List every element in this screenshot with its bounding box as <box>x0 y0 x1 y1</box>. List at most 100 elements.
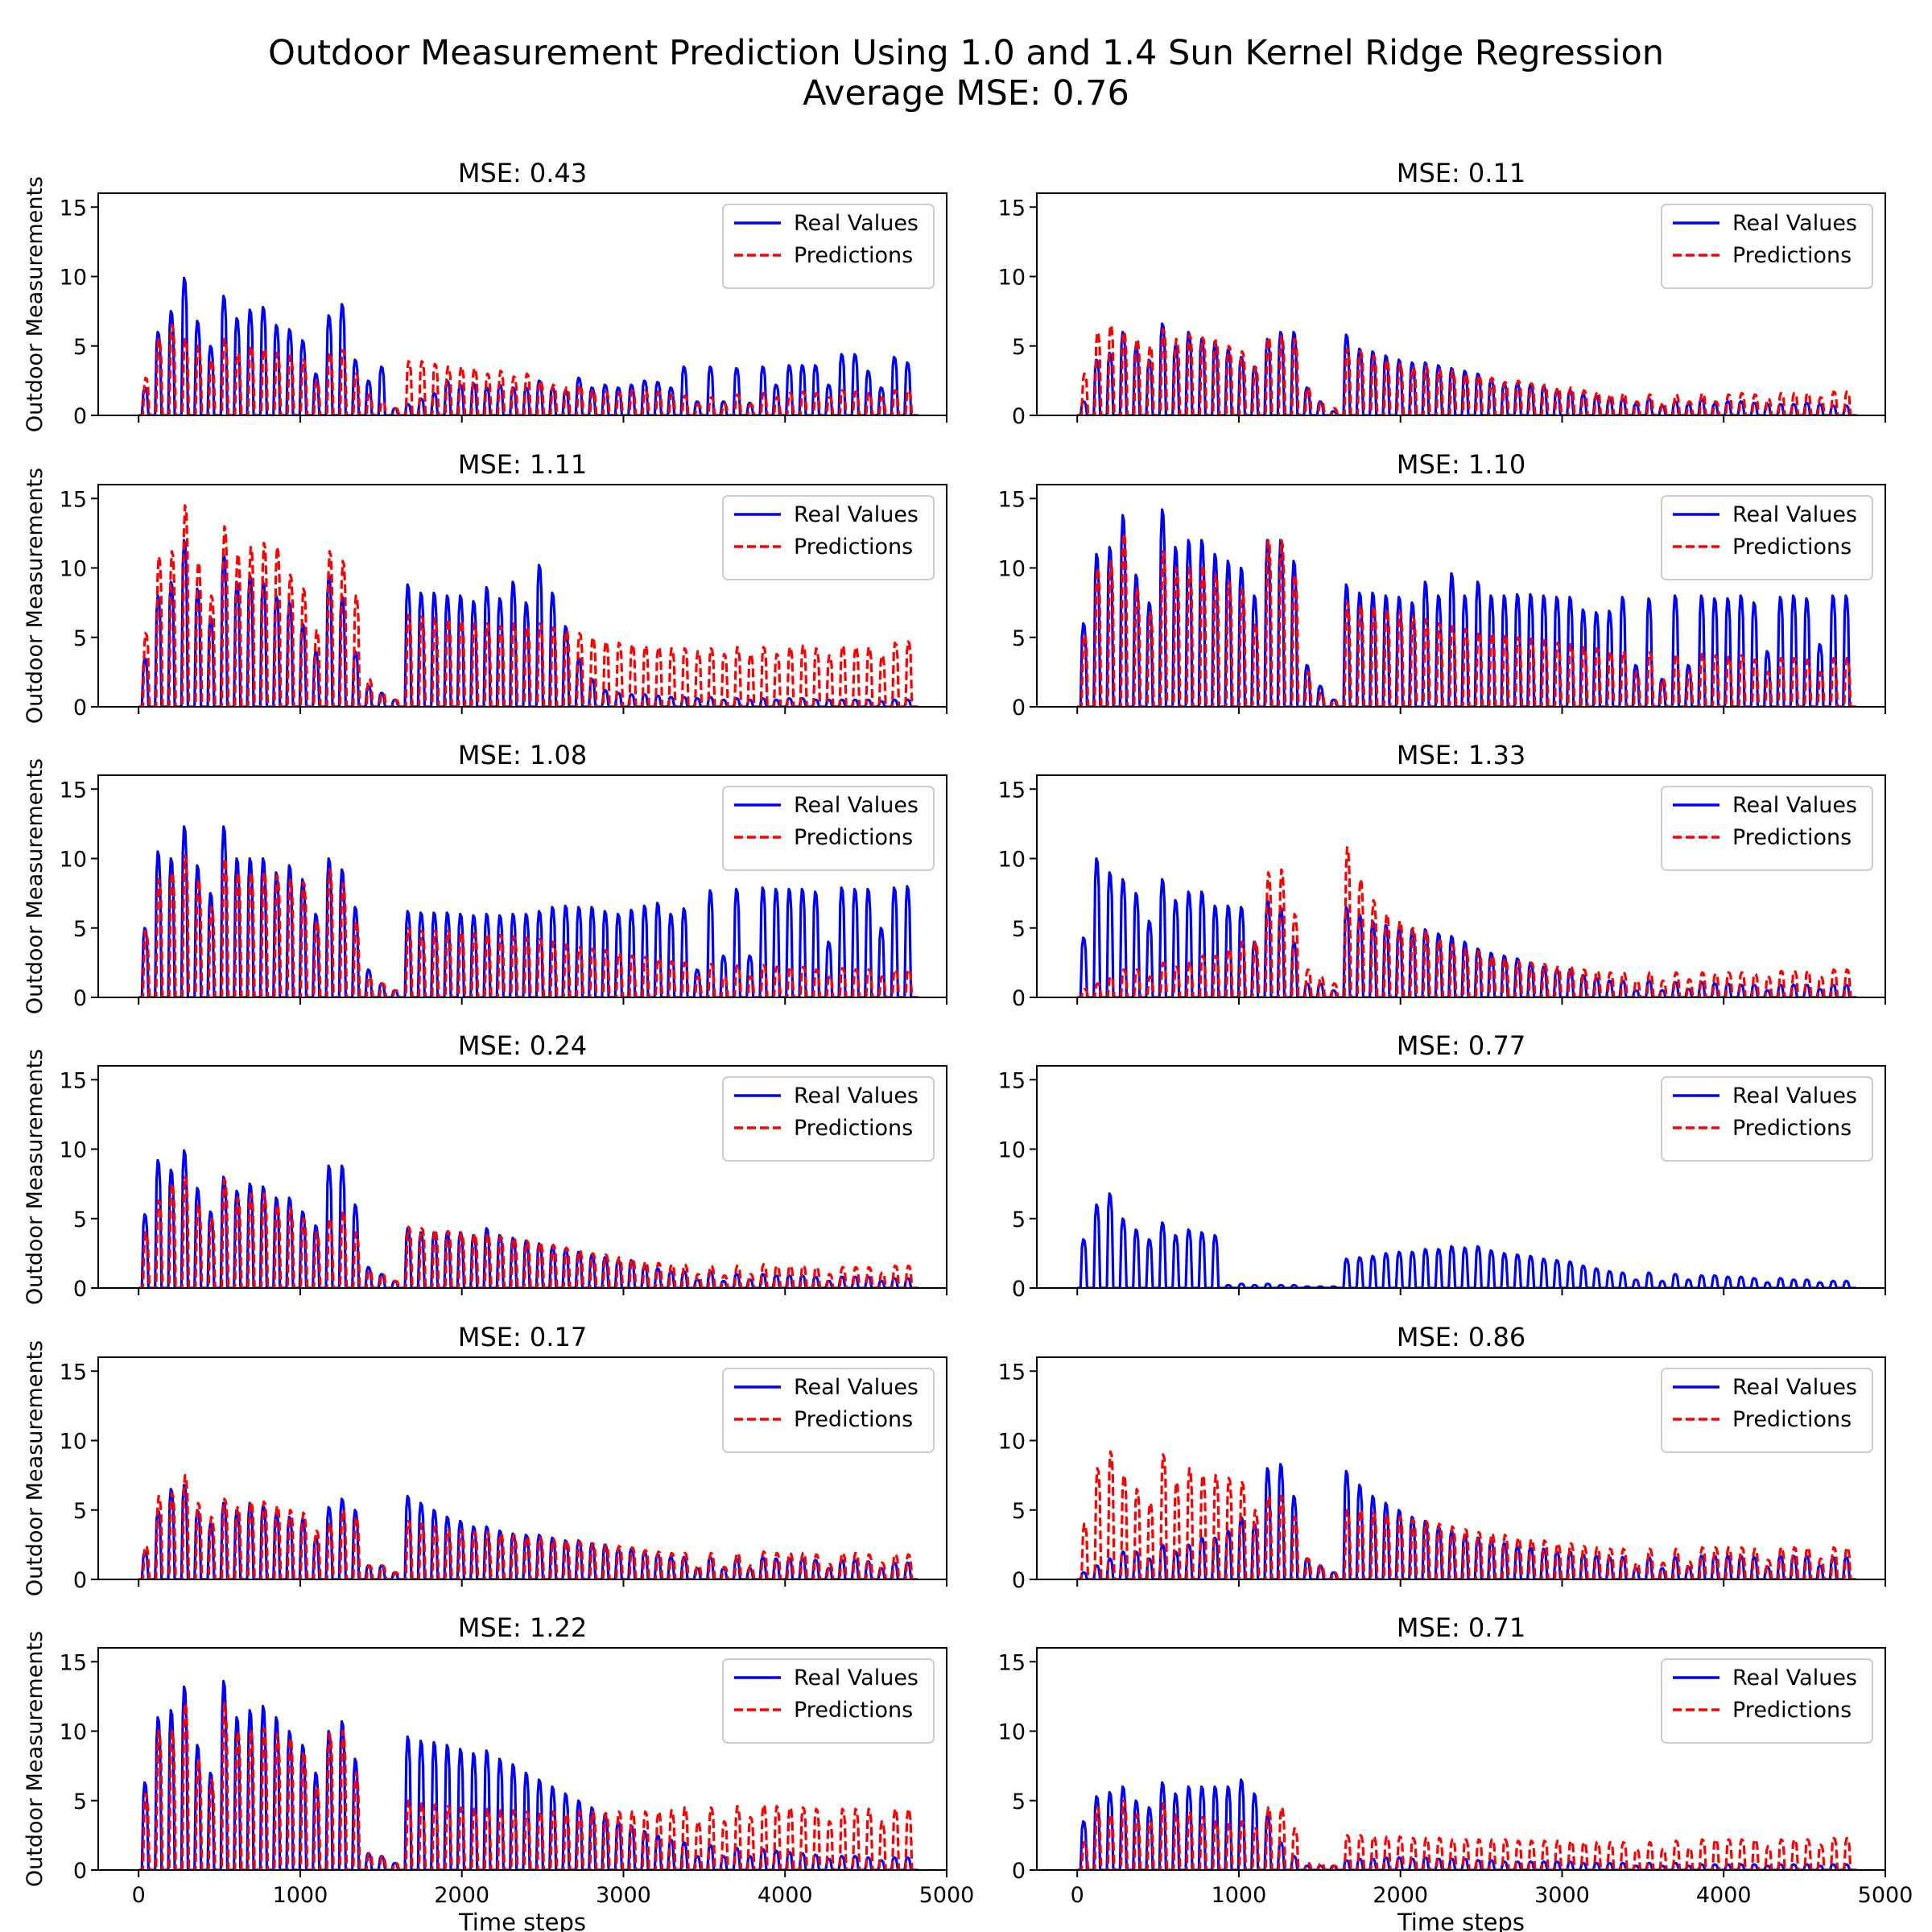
legend-entry-predictions: Predictions <box>794 1116 913 1141</box>
y-tick-label: 10 <box>998 1138 1026 1163</box>
legend: Real Values Predictions <box>1661 1368 1873 1453</box>
y-tick-label: 15 <box>60 1068 87 1093</box>
legend-box <box>722 495 935 580</box>
subplot-10: 0 5 10 15 MSE: 0.86 Real Values Predictions <box>998 1322 1886 1593</box>
y-tick-label: 0 <box>1012 1568 1026 1593</box>
series-line-predictions <box>138 854 919 997</box>
legend-entry-real-values: Real Values <box>1732 1375 1857 1400</box>
subplot-title: MSE: 0.77 <box>1397 1030 1525 1061</box>
legend-entry-predictions: Predictions <box>1732 825 1852 850</box>
legend-entry-predictions: Predictions <box>794 535 913 559</box>
y-tick-label: 5 <box>1012 1790 1026 1814</box>
legend: Real Values Predictions <box>722 1368 935 1453</box>
subplot-12: 0 5 10 15 0 1000 2000 3000 4000 5000 MSE: 0.71 Time… <box>998 1612 1913 1932</box>
subplot-4: 0 5 10 15 MSE: 1.10 Real Values Predictions <box>998 449 1886 720</box>
y-tick-label: 0 <box>1012 1277 1026 1302</box>
y-tick-label: 5 <box>1012 1208 1026 1232</box>
axes-frame <box>1036 774 1886 998</box>
y-tick-label: 5 <box>73 1208 87 1232</box>
y-tick-label: 0 <box>73 1859 87 1884</box>
axes-frame <box>97 192 947 416</box>
x-tick-label: 0 <box>1071 1883 1084 1908</box>
y-tick-label: 15 <box>998 778 1026 803</box>
y-tick-label: 5 <box>73 626 87 651</box>
x-tick-label: 3000 <box>1534 1883 1590 1908</box>
legend: Real Values Predictions <box>722 1076 935 1162</box>
subplot-title: MSE: 1.11 <box>458 449 587 480</box>
axes-frame <box>1036 1647 1886 1871</box>
axes-frame <box>97 1647 947 1871</box>
y-tick-label: 10 <box>60 848 87 873</box>
y-axis-label: Outdoor Measurements <box>23 1340 47 1596</box>
x-axis-label: Time steps <box>458 1909 586 1932</box>
legend-entry-real-values: Real Values <box>794 1375 919 1400</box>
axes-frame <box>1036 1356 1886 1580</box>
series-line-predictions <box>1077 324 1858 415</box>
legend-box <box>722 1658 935 1744</box>
x-tick-label: 1000 <box>273 1883 328 1908</box>
y-tick-label: 15 <box>60 487 87 512</box>
legend-entry-real-values: Real Values <box>1732 1666 1857 1690</box>
legend-box <box>1661 1368 1873 1453</box>
subplot-8: 0 5 10 15 MSE: 0.77 Real Values Predictions <box>998 1030 1886 1302</box>
y-tick-label: 15 <box>998 1068 1026 1093</box>
series-line-predictions <box>138 324 919 415</box>
legend-entry-predictions: Predictions <box>1732 535 1852 559</box>
legend-entry-real-values: Real Values <box>1732 211 1857 236</box>
y-tick-label: 0 <box>73 1277 87 1302</box>
x-tick-label: 4000 <box>1696 1883 1752 1908</box>
legend-box <box>1661 1658 1873 1744</box>
y-tick-label: 15 <box>998 196 1026 221</box>
y-tick-label: 15 <box>60 1360 87 1385</box>
y-tick-label: 15 <box>60 778 87 803</box>
y-tick-label: 10 <box>60 1138 87 1163</box>
y-tick-label: 5 <box>73 1790 87 1814</box>
y-tick-label: 0 <box>1012 986 1026 1011</box>
legend-box <box>722 1076 935 1162</box>
y-tick-label: 10 <box>60 1720 87 1745</box>
y-tick-label: 5 <box>73 335 87 360</box>
subplot-3: 0 5 10 15 MSE: 1.11 Outdoor Measurements Real … <box>23 449 947 724</box>
legend-box <box>1661 1076 1873 1162</box>
legend-entry-predictions: Predictions <box>1732 1407 1852 1432</box>
legend-entry-real-values: Real Values <box>1732 502 1857 527</box>
figure-title: Outdoor Measurement Prediction Using 1.0… <box>268 33 1664 73</box>
legend-entry-real-values: Real Values <box>1732 1084 1857 1108</box>
subplot-2: 0 5 10 15 MSE: 0.11 Real Values Predictions <box>998 158 1886 429</box>
subplot-title: MSE: 0.11 <box>1397 158 1525 188</box>
x-tick-label: 0 <box>132 1883 146 1908</box>
legend: Real Values Predictions <box>1661 1076 1873 1162</box>
axes-frame <box>97 1065 947 1289</box>
legend-entry-predictions: Predictions <box>794 243 913 268</box>
subplot-title: MSE: 1.22 <box>458 1612 587 1643</box>
series-line-real-values <box>1077 1192 1856 1288</box>
y-axis-label: Outdoor Measurements <box>23 1049 47 1305</box>
axes-frame <box>97 484 947 708</box>
y-tick-label: 15 <box>998 1650 1026 1675</box>
series-line-predictions <box>1077 846 1858 997</box>
legend-entry-real-values: Real Values <box>794 1666 919 1690</box>
y-tick-label: 15 <box>60 1650 87 1675</box>
axes-frame <box>97 1356 947 1580</box>
subplot-1: 0 5 10 15 MSE: 0.43 Outdoor Measurements Real … <box>23 158 947 432</box>
legend: Real Values Predictions <box>722 1658 935 1744</box>
y-tick-label: 15 <box>998 487 1026 512</box>
x-tick-label: 2000 <box>1373 1883 1428 1908</box>
x-tick-label: 1000 <box>1212 1883 1267 1908</box>
y-tick-label: 0 <box>1012 1859 1026 1884</box>
y-tick-label: 10 <box>60 266 87 291</box>
subplot-title: MSE: 0.86 <box>1397 1322 1525 1352</box>
legend-box <box>1661 786 1873 871</box>
legend-entry-predictions: Predictions <box>794 825 913 850</box>
subplot-title: MSE: 1.33 <box>1397 740 1525 770</box>
subplot-title: MSE: 0.71 <box>1397 1612 1525 1643</box>
subplot-title: MSE: 0.17 <box>458 1322 587 1352</box>
y-axis-label: Outdoor Measurements <box>23 1631 47 1887</box>
y-tick-label: 0 <box>73 1568 87 1593</box>
legend-entry-real-values: Real Values <box>794 502 919 527</box>
x-tick-label: 2000 <box>434 1883 489 1908</box>
subplot-5: 0 5 10 15 MSE: 1.08 Outdoor Measurements Real … <box>23 740 947 1014</box>
y-tick-label: 10 <box>998 1720 1026 1745</box>
legend-entry-predictions: Predictions <box>1732 243 1852 268</box>
